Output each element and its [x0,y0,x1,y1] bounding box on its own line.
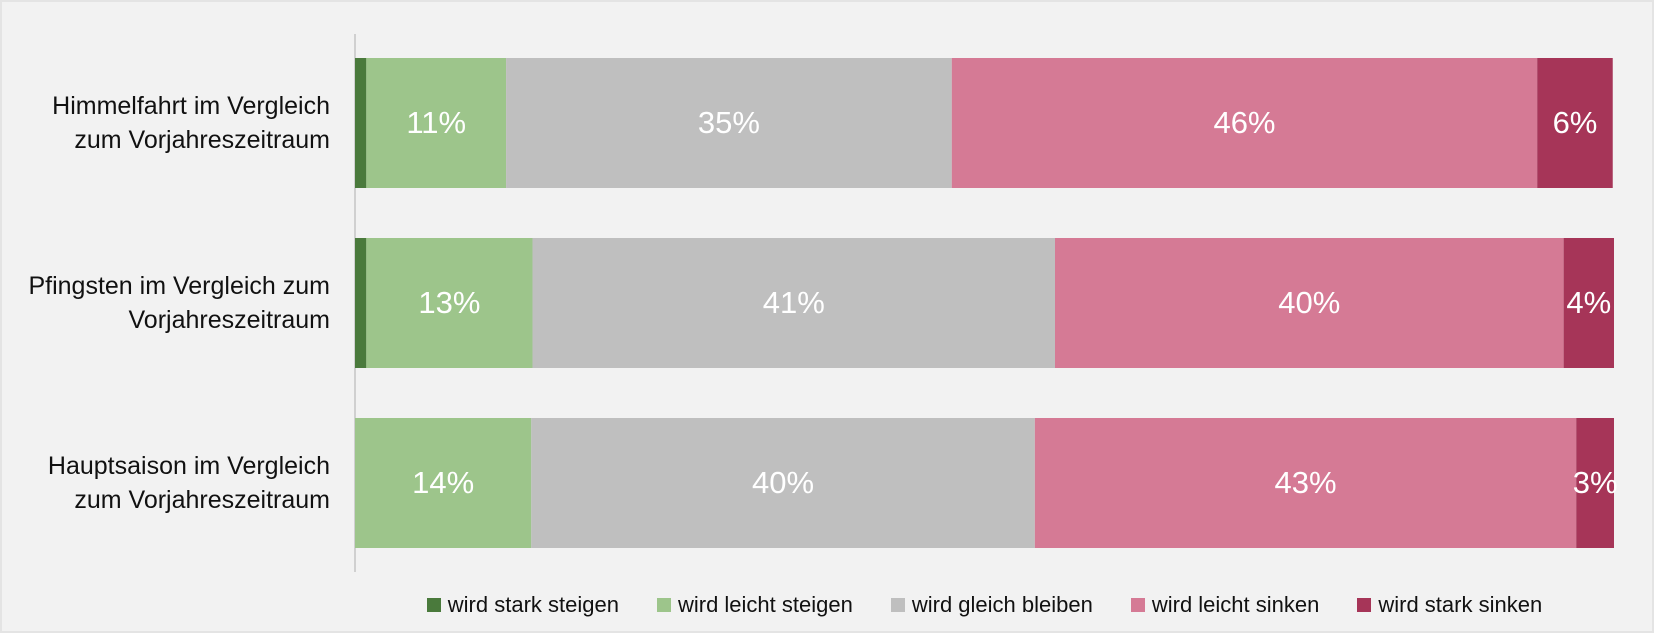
bar-segment [366,238,533,368]
legend-swatch [1130,598,1145,612]
bar-segment [355,238,367,368]
bar-segment [531,418,1035,548]
category-label: Hauptsaison im Vergleich zum Vorjahresze… [47,452,330,514]
data-label: 6% [1553,105,1598,140]
category-label: Himmelfahrt im Vergleich zum Vorjahresze… [52,92,330,154]
data-label: 40% [1278,285,1340,320]
legend-item: wird gleich bleiben [890,592,1093,618]
bar-segment [355,418,532,548]
data-label: 14% [412,465,474,500]
legend-label: wird leicht steigen [677,592,853,617]
data-label: 11% [406,105,466,140]
bar-segment [1055,238,1564,368]
legend-item: wird leicht steigen [656,592,853,618]
data-label: 41% [763,285,825,320]
data-label: 46% [1213,105,1275,140]
legend-item: wird stark steigen [426,592,619,618]
legend-label: wird stark sinken [1378,592,1543,617]
legend-item: wird leicht sinken [1130,592,1320,618]
data-label: 3% [1573,465,1618,500]
bar-segment [506,58,952,188]
data-label: 13% [418,285,480,320]
bar-segment [1034,418,1577,548]
data-label: 40% [752,465,814,500]
bar-segment [366,58,507,188]
legend-swatch [656,598,671,612]
data-label: 35% [698,105,760,140]
legend-item: wird stark sinken [1357,592,1542,618]
legend: wird stark steigen wird leicht steigen wir… [355,592,1614,618]
data-label: 4% [1566,285,1611,320]
legend-label: wird stark steigen [447,592,619,617]
legend-label: wird leicht sinken [1151,592,1320,617]
bar-segment [355,58,367,188]
bar-segment [951,58,1538,188]
legend-swatch [890,598,905,612]
category-label: Pfingsten im Vergleich zum Vorjahreszeit… [28,272,330,334]
bar-segment [532,238,1056,368]
legend-swatch [1357,598,1372,612]
legend-swatch [426,598,441,612]
bar-segment [1576,418,1614,548]
data-label: 43% [1275,465,1337,500]
bar-segment [1563,238,1614,368]
legend-label: wird gleich bleiben [911,592,1093,617]
bar-segment [1537,58,1613,188]
